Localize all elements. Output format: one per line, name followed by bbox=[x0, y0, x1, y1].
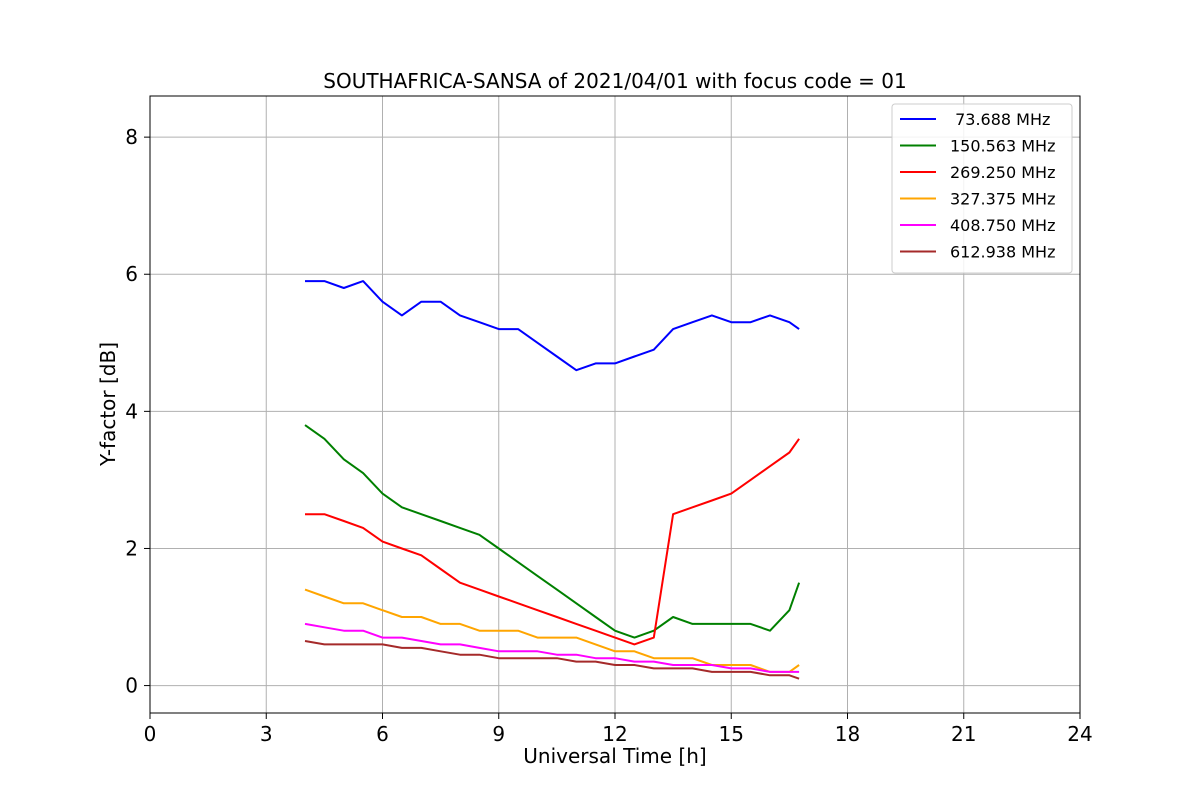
x-tick-label: 6 bbox=[376, 722, 389, 746]
legend-label-5: 612.938 MHz bbox=[950, 243, 1055, 262]
legend: 73.688 MHz 150.563 MHz 269.250 MHz 327.375 … bbox=[891, 103, 1073, 274]
series-line-5 bbox=[304, 640, 800, 680]
legend-box bbox=[891, 103, 1073, 274]
legend-label-3: 327.375 MHz bbox=[950, 190, 1055, 209]
y-tick-label: 6 bbox=[125, 262, 138, 286]
chart-title: SOUTHAFRICA-SANSA of 2021/04/01 with foc… bbox=[323, 69, 907, 93]
x-tick-label: 3 bbox=[260, 722, 273, 746]
y-tick-label: 2 bbox=[125, 536, 138, 560]
x-tick-label: 21 bbox=[951, 722, 976, 746]
series-lines bbox=[304, 280, 801, 680]
series-line-0 bbox=[305, 280, 800, 372]
legend-label-2: 269.250 MHz bbox=[950, 163, 1055, 182]
x-tick-label: 12 bbox=[602, 722, 627, 746]
y-tick-label: 8 bbox=[125, 125, 138, 149]
x-tick-label: 24 bbox=[1067, 722, 1092, 746]
legend-label-0: 73.688 MHz bbox=[950, 110, 1050, 129]
x-axis-label: Universal Time [h] bbox=[523, 744, 706, 768]
y-axis: 0 2 4 6 8 bbox=[125, 125, 150, 698]
x-tick-label: 18 bbox=[835, 722, 860, 746]
series-line-1 bbox=[304, 424, 801, 639]
y-tick-label: 4 bbox=[125, 399, 138, 423]
legend-label-4: 408.750 MHz bbox=[950, 216, 1055, 235]
legend-label-1: 150.563 MHz bbox=[950, 137, 1055, 156]
series-line-3 bbox=[304, 588, 800, 673]
series-line-4 bbox=[304, 622, 800, 673]
y-tick-label: 0 bbox=[125, 674, 138, 698]
x-tick-label: 9 bbox=[492, 722, 505, 746]
y-axis-label: Y-factor [dB] bbox=[96, 342, 120, 467]
x-tick-label: 15 bbox=[719, 722, 744, 746]
series-line-2 bbox=[305, 438, 800, 646]
x-axis: 0 3 6 9 12 15 18 21 24 bbox=[144, 713, 1093, 746]
x-tick-label: 0 bbox=[144, 722, 157, 746]
